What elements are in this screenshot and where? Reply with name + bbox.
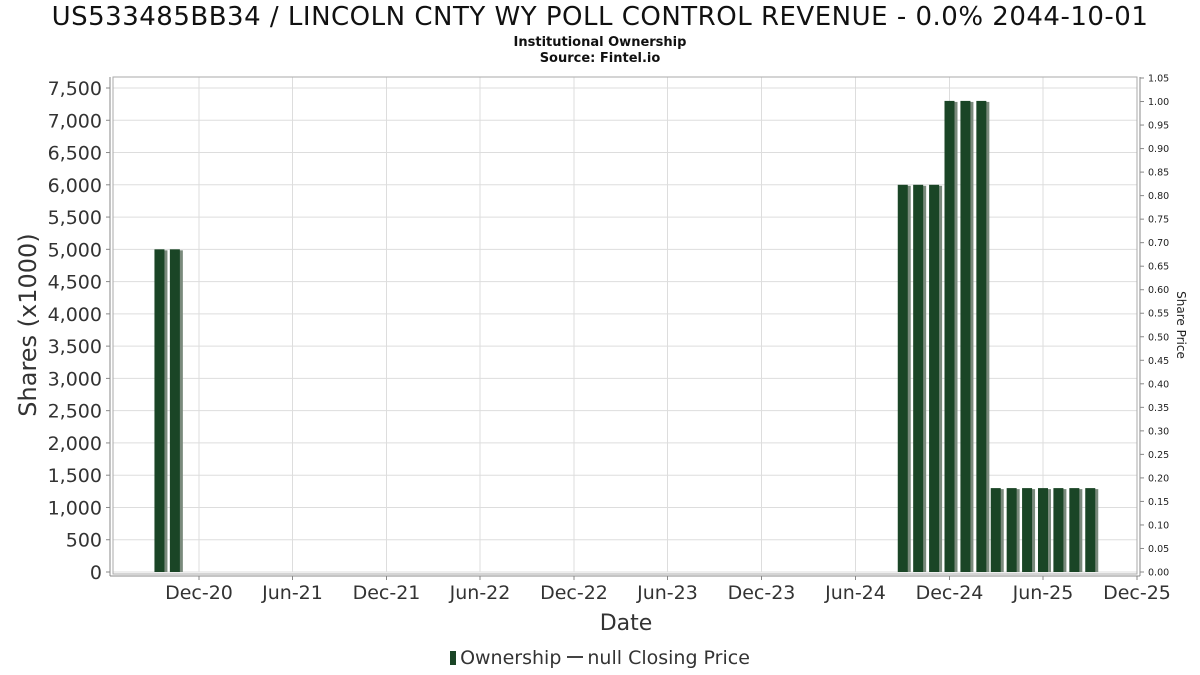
y-tick-label: 3,000 bbox=[48, 368, 102, 390]
axes-layer bbox=[109, 77, 1141, 577]
ownership-bar bbox=[1022, 488, 1033, 572]
y-tick-label: 6,000 bbox=[48, 175, 102, 197]
y-tick-label: 7,000 bbox=[48, 110, 102, 132]
chart-subtitle-ownership: Institutional Ownership bbox=[513, 35, 687, 50]
ownership-bar bbox=[929, 184, 940, 573]
y-tick-label: 2,500 bbox=[48, 401, 102, 423]
y2-tick-label: 0.75 bbox=[1148, 215, 1169, 226]
ownership-legend-swatch bbox=[450, 651, 457, 665]
ownership-bar bbox=[154, 249, 165, 573]
y-tick-label: 5,000 bbox=[48, 239, 102, 261]
ownership-bar bbox=[169, 249, 180, 573]
ownership-bar bbox=[944, 100, 955, 572]
y-tick-label: 0 bbox=[90, 562, 102, 584]
y2-tick-label: 0.30 bbox=[1148, 426, 1169, 437]
chart-legend: Ownership null Closing Price bbox=[0, 647, 1200, 669]
x-tick-label: Dec-20 bbox=[165, 582, 233, 604]
ownership-bar bbox=[990, 488, 1001, 572]
y2-tick-label: 0.60 bbox=[1148, 285, 1169, 296]
y2-tick-label: 0.10 bbox=[1148, 520, 1169, 531]
price-legend-label: null Closing Price bbox=[587, 647, 750, 669]
y-tick-label: 1,500 bbox=[48, 465, 102, 487]
y-tick-label: 4,500 bbox=[48, 272, 102, 294]
y2-tick-label: 0.35 bbox=[1148, 403, 1169, 414]
x-tick-label: Dec-25 bbox=[1103, 582, 1171, 604]
x-tick-label: Dec-22 bbox=[540, 582, 608, 604]
y2-tick-label: 0.65 bbox=[1148, 262, 1169, 273]
y2-tick-label: 0.15 bbox=[1148, 497, 1169, 508]
y-tick-label: 5,500 bbox=[48, 207, 102, 229]
y2-tick-label: 0.20 bbox=[1148, 473, 1169, 484]
y2-tick-label: 1.05 bbox=[1148, 74, 1169, 85]
y2-tick-label: 0.45 bbox=[1148, 356, 1169, 367]
ownership-bar bbox=[960, 100, 971, 572]
bars-layer bbox=[154, 100, 1099, 573]
ownership-bar bbox=[1069, 488, 1080, 572]
y2-tick-label: 0.25 bbox=[1148, 450, 1169, 461]
plot-frame bbox=[112, 76, 1138, 575]
ownership-bar bbox=[913, 184, 924, 573]
x-tick-label: Jun-21 bbox=[261, 582, 323, 604]
y2-tick-label: 1.00 bbox=[1148, 97, 1169, 108]
ownership-bar bbox=[976, 100, 987, 572]
y-axis-label: Shares (x1000) bbox=[14, 233, 42, 416]
x-tick-label: Jun-25 bbox=[1012, 582, 1074, 604]
y2-tick-label: 0.80 bbox=[1148, 191, 1169, 202]
y2-axis-label: Share Price bbox=[1174, 291, 1188, 359]
chart-title: US533485BB34 / LINCOLN CNTY WY POLL CONT… bbox=[51, 2, 1149, 32]
y2-tick-label: 0.40 bbox=[1148, 379, 1169, 390]
y-tick-label: 3,500 bbox=[48, 336, 102, 358]
ownership-bar bbox=[1037, 488, 1048, 572]
x-axis-label: Date bbox=[600, 611, 653, 636]
y2-tick-label: 0.85 bbox=[1148, 168, 1169, 179]
ownership-bar bbox=[1006, 488, 1017, 572]
ownership-legend-label: Ownership bbox=[460, 647, 562, 669]
y2-tick-label: 0.05 bbox=[1148, 544, 1169, 555]
y-tick-label: 6,500 bbox=[48, 143, 102, 165]
y2-tick-label: 0.55 bbox=[1148, 309, 1169, 320]
chart-subtitle-source: Source: Fintel.io bbox=[539, 51, 661, 66]
x-tick-label: Jun-22 bbox=[449, 582, 511, 604]
x-tick-label: Jun-24 bbox=[824, 582, 886, 604]
x-tick-label: Dec-24 bbox=[916, 582, 984, 604]
ticks-layer: 0 500 1,000 1,500 2,000 2,500 3,000 3,500 4,000 4… bbox=[48, 74, 1171, 605]
x-tick-label: Dec-23 bbox=[728, 582, 796, 604]
y-tick-label: 7,500 bbox=[48, 78, 102, 100]
y2-tick-label: 0.70 bbox=[1148, 238, 1169, 249]
price-legend-swatch bbox=[567, 656, 584, 658]
y-tick-label: 500 bbox=[66, 530, 102, 552]
y2-tick-label: 0.95 bbox=[1148, 121, 1169, 132]
y-tick-label: 1,000 bbox=[48, 497, 102, 519]
y2-tick-label: 0.00 bbox=[1148, 568, 1169, 579]
y2-tick-label: 0.90 bbox=[1148, 144, 1169, 155]
y-tick-label: 2,000 bbox=[48, 433, 102, 455]
x-tick-label: Dec-21 bbox=[353, 582, 421, 604]
ownership-bar bbox=[1053, 488, 1064, 572]
y2-tick-label: 0.50 bbox=[1148, 332, 1169, 343]
x-tick-label: Jun-23 bbox=[636, 582, 698, 604]
ownership-bar bbox=[897, 184, 908, 573]
ownership-bar bbox=[1085, 488, 1096, 572]
y-tick-label: 4,000 bbox=[48, 304, 102, 326]
